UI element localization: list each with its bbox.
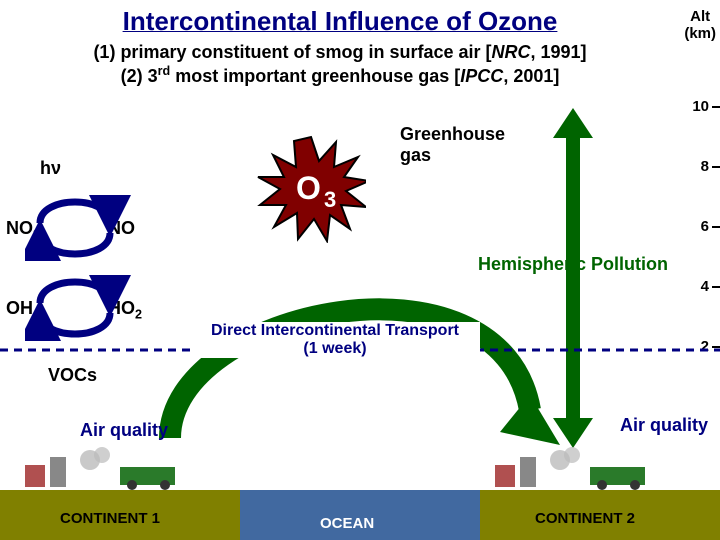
air-quality-right: Air quality [620, 415, 708, 436]
axis-tick: 6 [701, 218, 720, 235]
continent-2-label: CONTINENT 2 [535, 510, 635, 527]
axis-tick: 10 [692, 98, 720, 115]
page-title: Intercontinental Influence of Ozone [0, 6, 680, 37]
axis-label: Alt (km) [684, 8, 716, 42]
transport-label: Direct Intercontinental Transport (1 wee… [190, 322, 480, 358]
continent-1-label: CONTINENT 1 [60, 510, 160, 527]
subtitle-2: (2) 3rd most important greenhouse gas [I… [0, 64, 680, 87]
axis-tick: 4 [701, 278, 720, 295]
greenhouse-label: Greenhouse gas [400, 124, 530, 166]
title-text: Intercontinental Influence of Ozone [123, 6, 558, 36]
vocs-label: VOCs [48, 365, 97, 386]
subtitle-1: (1) primary constituent of smog in surfa… [0, 42, 680, 63]
ocean-label: OCEAN [320, 515, 374, 532]
axis-tick: 8 [701, 158, 720, 175]
air-quality-left: Air quality [80, 420, 168, 441]
cycle-arrows [25, 175, 135, 365]
emission-scene-left [20, 445, 220, 490]
emission-scene-right [490, 445, 690, 490]
